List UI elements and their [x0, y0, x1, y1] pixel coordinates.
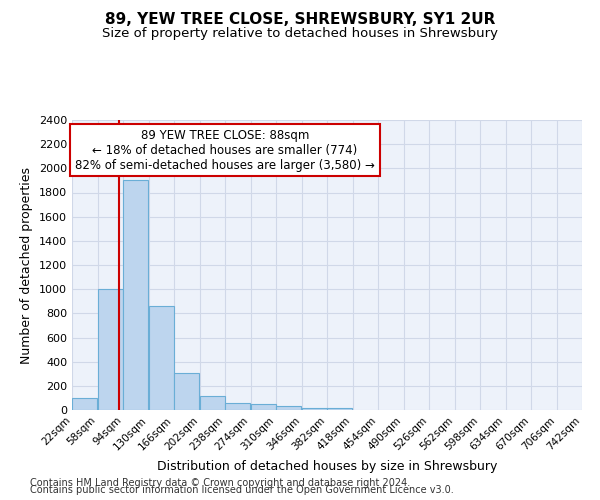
Bar: [98, 289, 123, 410]
Bar: [302, 408, 327, 410]
Text: Size of property relative to detached houses in Shrewsbury: Size of property relative to detached ho…: [102, 28, 498, 40]
Bar: [200, 396, 225, 410]
Bar: [327, 408, 352, 410]
Text: 89, YEW TREE CLOSE, SHREWSBURY, SY1 2UR: 89, YEW TREE CLOSE, SHREWSBURY, SY1 2UR: [105, 12, 495, 28]
Bar: [225, 403, 250, 410]
Bar: [123, 180, 148, 410]
Text: Contains HM Land Registry data © Crown copyright and database right 2024.: Contains HM Land Registry data © Crown c…: [30, 478, 410, 488]
Y-axis label: Number of detached properties: Number of detached properties: [20, 166, 34, 364]
Bar: [174, 372, 199, 410]
Bar: [149, 306, 174, 410]
Text: 89 YEW TREE CLOSE: 88sqm
← 18% of detached houses are smaller (774)
82% of semi-: 89 YEW TREE CLOSE: 88sqm ← 18% of detach…: [75, 128, 375, 172]
Bar: [276, 406, 301, 410]
Text: Contains public sector information licensed under the Open Government Licence v3: Contains public sector information licen…: [30, 485, 454, 495]
X-axis label: Distribution of detached houses by size in Shrewsbury: Distribution of detached houses by size …: [157, 460, 497, 473]
Bar: [251, 404, 276, 410]
Bar: [72, 398, 97, 410]
